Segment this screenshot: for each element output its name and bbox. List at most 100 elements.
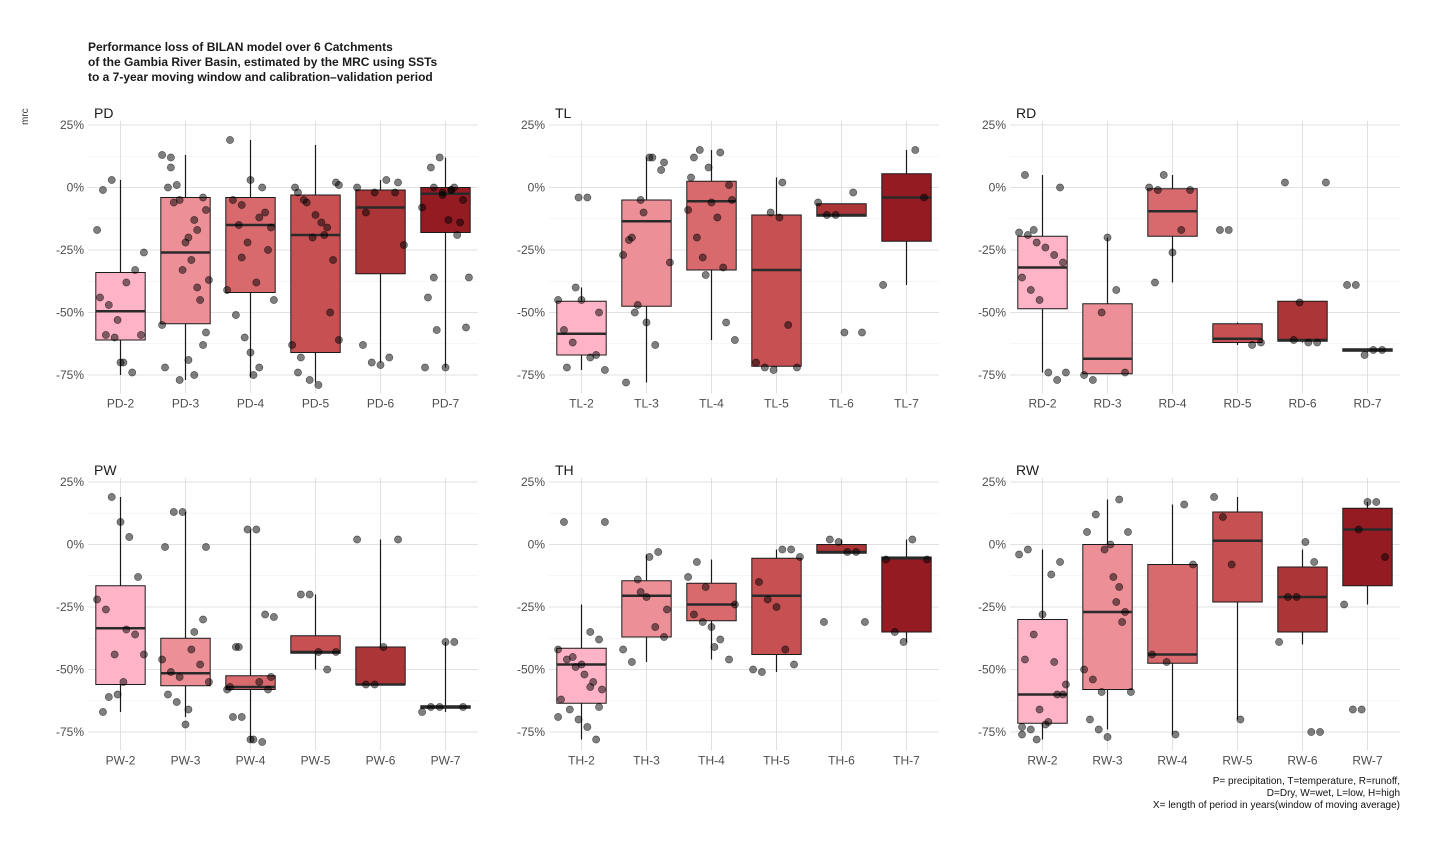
data-point: [554, 645, 562, 654]
box-iqr: [881, 556, 932, 633]
data-point: [568, 338, 577, 347]
data-point: [701, 583, 710, 591]
data-point: [418, 708, 426, 716]
data-point: [269, 613, 278, 621]
data-point: [243, 525, 252, 534]
data-point: [119, 678, 128, 686]
data-point: [698, 618, 707, 626]
x-tick-label: RW-6: [1287, 754, 1318, 768]
data-point: [311, 211, 320, 219]
box-pw-6: [355, 539, 406, 686]
data-point: [161, 543, 169, 551]
data-point: [261, 610, 270, 619]
data-point: [139, 650, 148, 659]
data-point: [1059, 258, 1067, 267]
x-tick-label: RD-2: [1028, 397, 1056, 411]
box-rd-6: [1277, 300, 1328, 343]
data-point: [1145, 183, 1153, 192]
data-point: [793, 363, 801, 372]
data-point: [231, 311, 240, 319]
data-point: [104, 301, 113, 309]
data-point: [456, 218, 465, 227]
data-point: [636, 588, 645, 596]
data-point: [296, 590, 305, 599]
data-point: [361, 680, 370, 689]
data-point: [1032, 735, 1041, 744]
y-tick-label: 0%: [67, 538, 85, 552]
data-point: [249, 371, 258, 379]
data-point: [1275, 638, 1283, 646]
caption: P= precipitation, T=temperature, R=runof…: [1152, 776, 1400, 811]
data-point: [1124, 528, 1132, 536]
box-rw-3: [1082, 499, 1133, 730]
data-point: [294, 368, 302, 377]
data-point: [107, 176, 116, 184]
data-point: [1351, 281, 1360, 289]
data-point: [187, 645, 196, 654]
data-point: [852, 548, 861, 556]
data-point: [158, 151, 166, 159]
data-point: [258, 738, 267, 746]
y-tick-label: -75%: [56, 725, 84, 739]
box-iqr: [621, 199, 672, 307]
x-tick-label: RD-3: [1093, 397, 1121, 411]
data-point: [178, 266, 187, 274]
data-point: [1103, 233, 1112, 242]
data-point: [99, 708, 107, 716]
y-tick-label: -50%: [978, 306, 1006, 320]
data-point: [825, 535, 834, 544]
data-point: [223, 286, 231, 294]
x-tick-label: PW-4: [236, 754, 266, 768]
data-point: [1097, 308, 1106, 317]
data-point: [554, 713, 562, 721]
data-point: [332, 648, 340, 656]
data-point: [879, 281, 887, 289]
data-point: [849, 188, 858, 197]
y-tick-label: 25%: [982, 118, 1006, 132]
data-point: [202, 543, 210, 551]
data-point: [707, 198, 716, 207]
y-tick-label: -50%: [517, 663, 545, 677]
data-point: [240, 333, 249, 342]
data-point: [258, 183, 267, 192]
data-point: [858, 328, 866, 337]
data-point: [190, 371, 199, 379]
panel-title: PD: [94, 105, 113, 121]
data-point: [651, 341, 660, 349]
data-point: [202, 206, 210, 214]
y-tick-label: 0%: [67, 181, 85, 195]
data-point: [1041, 243, 1050, 252]
data-point: [429, 273, 438, 282]
data-point: [131, 630, 140, 639]
box-iqr: [355, 189, 406, 275]
data-point: [158, 321, 166, 329]
data-point: [139, 248, 148, 257]
data-point: [701, 271, 710, 279]
data-point: [161, 363, 169, 372]
data-point: [1115, 583, 1124, 591]
data-point: [822, 211, 831, 219]
data-point: [660, 158, 668, 167]
data-point: [1283, 593, 1292, 601]
x-tick-label: RD-7: [1353, 397, 1381, 411]
data-point: [370, 680, 379, 689]
data-point: [1026, 286, 1035, 294]
y-tick-label: 25%: [982, 475, 1006, 489]
x-tick-label: TH-5: [763, 754, 790, 768]
data-point: [1032, 238, 1041, 247]
data-point: [1088, 675, 1097, 684]
data-point: [666, 258, 674, 267]
data-point: [1363, 498, 1372, 506]
data-point: [882, 555, 890, 564]
x-tick-label: PD-4: [237, 397, 265, 411]
data-point: [1035, 296, 1044, 304]
data-point: [1056, 183, 1064, 192]
data-point: [122, 625, 131, 634]
y-tick-label: 25%: [521, 118, 545, 132]
data-point: [692, 233, 701, 242]
data-point: [453, 231, 462, 239]
data-point: [1021, 655, 1029, 664]
data-point: [1080, 371, 1088, 379]
data-point: [1357, 705, 1366, 714]
